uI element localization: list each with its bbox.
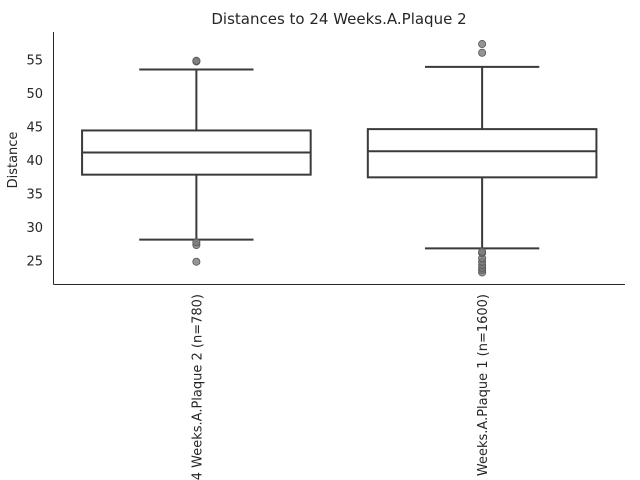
box-group	[81, 56, 312, 266]
y-tick-label: 25	[26, 255, 43, 270]
box-group	[366, 40, 598, 277]
outlier-point	[478, 48, 487, 57]
x-tick-label: 24 Weeks.A.Plaque 1 (n=1600)	[476, 294, 491, 480]
outlier-point	[192, 238, 201, 247]
y-tick-label: 45	[26, 121, 43, 136]
y-tick-label: 40	[26, 154, 43, 169]
y-tick-label: 30	[26, 221, 43, 236]
boxes-group	[81, 40, 598, 277]
outlier-point	[192, 56, 201, 65]
outlier-point	[192, 257, 201, 266]
x-axis-ticks: 24 Weeks.A.Plaque 2 (n=780) 24 Weeks.A.Pl…	[190, 294, 491, 480]
y-axis-label: Distance	[6, 132, 21, 189]
y-tick-label: 35	[26, 188, 43, 203]
y-axis-ticks: 25 30 35 40 45 50 55	[26, 54, 43, 270]
x-tick-label: 24 Weeks.A.Plaque 2 (n=780)	[190, 294, 205, 480]
outlier-point	[478, 247, 487, 256]
chart-title: Distances to 24 Weeks.A.Plaque 2	[211, 10, 466, 28]
y-tick-label: 55	[26, 54, 43, 69]
y-tick-label: 50	[26, 87, 43, 102]
outlier-point	[478, 40, 487, 49]
box-iqr	[366, 128, 598, 179]
